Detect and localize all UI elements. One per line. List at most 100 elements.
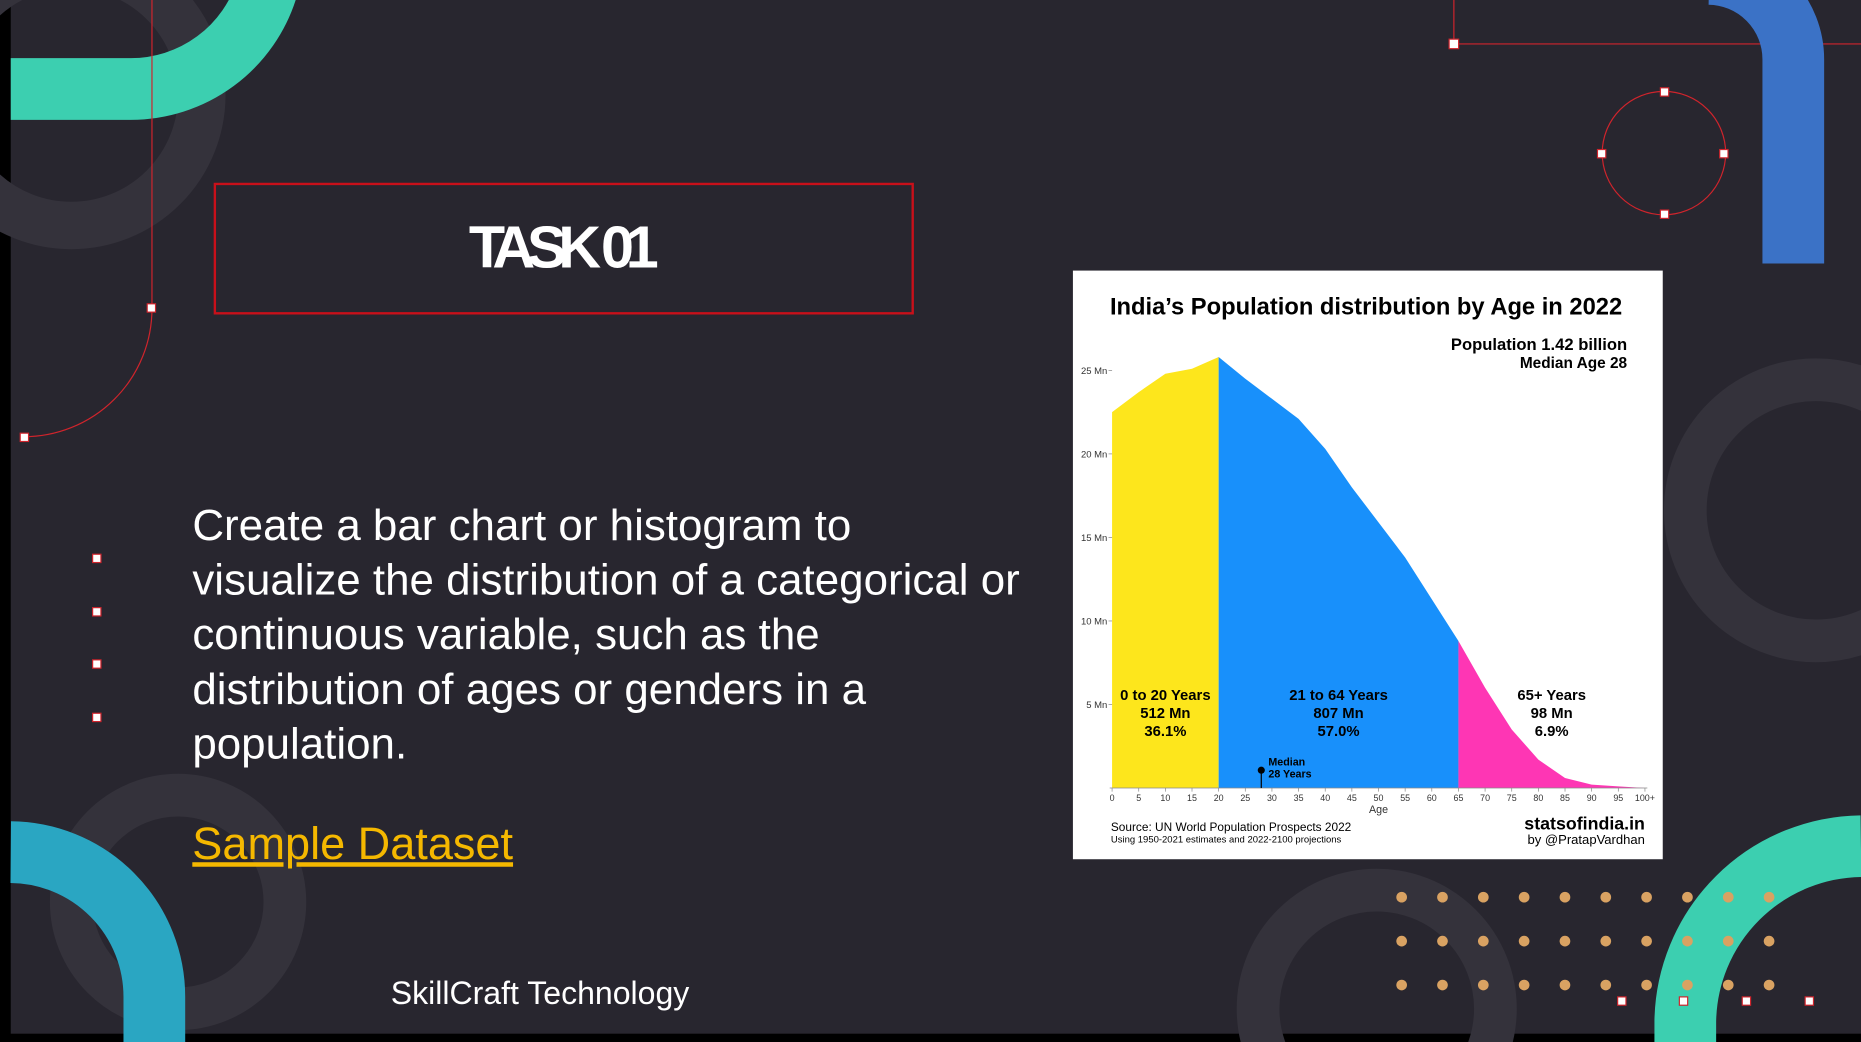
x-tick-label: 65: [1453, 793, 1463, 803]
region-label: 21 to 64 Years: [1289, 688, 1388, 704]
chart-source: Using 1950-2021 estimates and 2022-2100 …: [1111, 835, 1342, 846]
body-box: Create a bar chart or histogram to visua…: [192, 500, 1020, 768]
area: [1458, 641, 1645, 789]
decor-dot: [1518, 935, 1530, 947]
y-tick-label: 25 Mn: [1081, 366, 1107, 377]
bullet-square: [92, 607, 102, 617]
chart-subtitle: Median Age 28: [1520, 355, 1628, 372]
decor-dot: [1722, 891, 1734, 903]
bullet-square: [92, 553, 102, 564]
x-tick-label: 40: [1320, 793, 1330, 803]
x-axis-label: Age: [1369, 804, 1388, 816]
y-tick-label: 10 Mn: [1081, 617, 1107, 628]
decor-square: [19, 432, 30, 443]
decor-dot: [1682, 935, 1693, 947]
x-tick-label: 45: [1347, 793, 1357, 803]
decor-dot: [1396, 891, 1407, 903]
region-label: 0 to 20 Years: [1120, 688, 1210, 704]
decor-dot: [1518, 979, 1530, 991]
decor-dot: [1396, 979, 1407, 991]
decor-dot: [1437, 935, 1448, 947]
y-tick-label: 20 Mn: [1081, 449, 1107, 460]
decor-dot: [1682, 979, 1693, 991]
region-label: 98 Mn: [1531, 706, 1573, 722]
footer: SkillCraft Technology: [391, 975, 690, 1011]
median-label: Median: [1268, 756, 1305, 768]
decor-dot: [1477, 935, 1489, 947]
decor-square: [146, 303, 157, 313]
decor-square: [1617, 996, 1627, 1006]
y-tick-label: 5 Mn: [1086, 700, 1107, 711]
median-label: 28 Years: [1268, 768, 1311, 780]
decor-dot: [1559, 891, 1571, 903]
decor-arc: [9, 821, 186, 1042]
x-tick-label: 25: [1240, 793, 1250, 803]
decor-square: [1659, 209, 1670, 219]
x-tick-label: 85: [1560, 793, 1570, 803]
decor-dot: [1437, 891, 1448, 903]
chart-credit: statsofindia.in: [1524, 814, 1645, 834]
decor-dot: [1477, 891, 1489, 903]
region-label: 6.9%: [1535, 724, 1569, 740]
chart-title: India’s Population distribution by Age i…: [1110, 294, 1622, 320]
decor-dot: [1641, 891, 1652, 903]
decor-square: [1678, 996, 1689, 1006]
decor-dot: [1437, 979, 1448, 991]
decor-square: [1659, 87, 1670, 97]
decor-arc: [1654, 815, 1861, 1042]
decor-arc: [10, 0, 296, 120]
x-tick-label: 5: [1136, 793, 1141, 803]
decor-dot: [1559, 935, 1571, 947]
decor-square: [1596, 148, 1607, 159]
decor-dot: [1518, 891, 1530, 903]
decor-band: [1707, 0, 1825, 264]
decor-dot: [1559, 979, 1571, 991]
region-label: 57.0%: [1318, 724, 1360, 740]
x-tick-label: 80: [1533, 793, 1543, 803]
task-box: [213, 182, 914, 315]
body-text: Create a bar chart or histogram to visua…: [192, 500, 1020, 768]
decor-dot: [1763, 935, 1775, 947]
x-tick-label: 100+: [1635, 793, 1655, 803]
region-label: 65+ Years: [1517, 688, 1586, 704]
dataset-link[interactable]: Sample Dataset: [192, 818, 513, 869]
x-tick-label: 0: [1110, 793, 1115, 803]
median-marker: [1257, 766, 1265, 774]
decor-dot: [1641, 935, 1652, 947]
x-tick-label: 95: [1613, 793, 1623, 803]
chart-credit: by @PratapVardhan: [1527, 832, 1644, 847]
area: [1112, 357, 1219, 789]
x-tick-label: 75: [1507, 793, 1517, 803]
decor-dot: [1600, 935, 1612, 947]
decor-dot: [1722, 935, 1734, 947]
decor-line: [23, 0, 153, 438]
y-tick-label: 15 Mn: [1081, 533, 1107, 544]
decor-dot: [1600, 979, 1612, 991]
region-label: 807 Mn: [1313, 706, 1363, 722]
decor-square: [1741, 996, 1752, 1006]
x-tick-label: 60: [1427, 793, 1437, 803]
decor-dot: [1763, 891, 1775, 903]
decor-ring: [1236, 868, 1517, 1042]
bullet-square: [92, 712, 102, 723]
chart-source: Source: UN World Population Prospects 20…: [1111, 820, 1351, 834]
x-tick-label: 35: [1294, 793, 1304, 803]
decor-dot: [1600, 891, 1612, 903]
chart-subtitle: Population 1.42 billion: [1451, 335, 1627, 354]
region-label: 512 Mn: [1140, 706, 1190, 722]
decor-dots: [1396, 891, 1775, 991]
decor-ring: [1663, 358, 1861, 663]
decor-dot: [1763, 979, 1775, 991]
x-tick-label: 20: [1214, 793, 1224, 803]
decor-square: [1719, 148, 1729, 159]
decor-dot: [1396, 935, 1407, 947]
x-tick-label: 90: [1587, 793, 1597, 803]
decor-dot: [1682, 891, 1693, 903]
region-label: 36.1%: [1144, 724, 1186, 740]
decor-dot: [1641, 979, 1652, 991]
x-tick-label: 50: [1374, 793, 1384, 803]
x-tick-label: 55: [1400, 793, 1410, 803]
chart: 0 to 20 Years 512 Mn 36.1% 21 to 64 Years 80…: [1081, 294, 1655, 846]
